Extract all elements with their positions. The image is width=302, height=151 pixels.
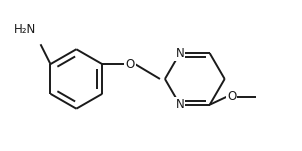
Text: N: N [175,98,184,111]
Text: O: O [227,90,236,103]
Text: N: N [175,47,184,60]
Text: O: O [125,58,135,71]
Text: H₂N: H₂N [14,23,37,36]
